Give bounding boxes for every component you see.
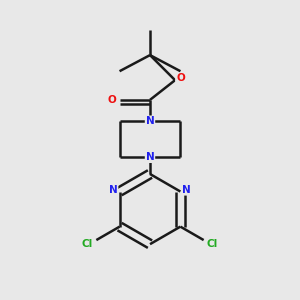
Text: Cl: Cl <box>207 238 218 249</box>
Text: N: N <box>146 152 154 162</box>
Text: O: O <box>107 95 116 105</box>
Text: O: O <box>176 74 185 83</box>
Text: N: N <box>146 116 154 126</box>
Text: Cl: Cl <box>82 238 93 249</box>
Text: N: N <box>182 185 191 195</box>
Text: N: N <box>109 185 118 195</box>
